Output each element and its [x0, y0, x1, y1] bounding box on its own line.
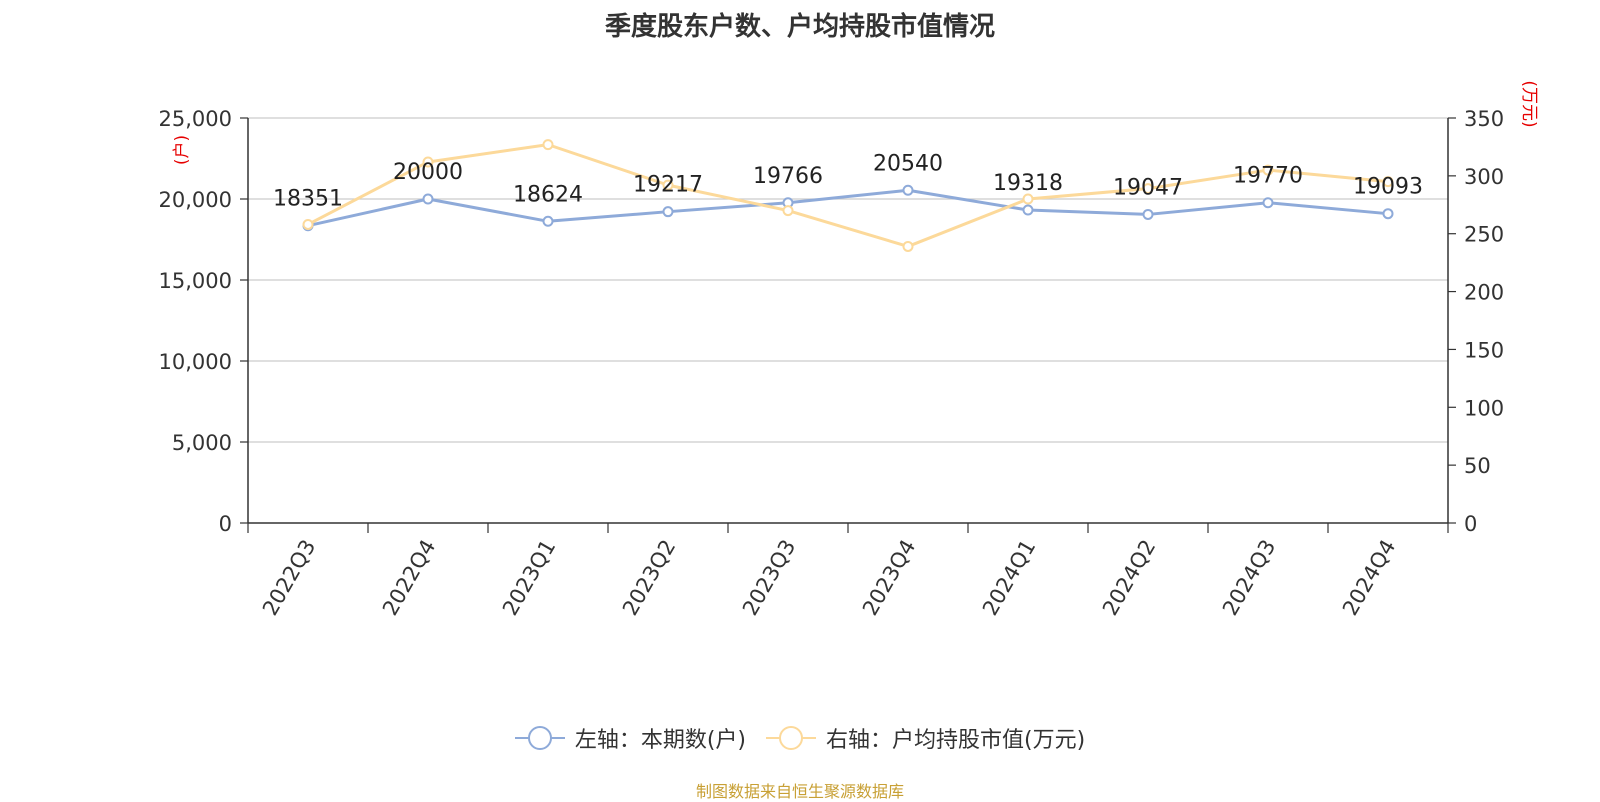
x-axis-tick-label: 2023Q4 [858, 536, 920, 620]
legend-label-avg-value: 右轴：户均持股市值(万元) [826, 728, 1086, 753]
data-point-avg-value [302, 218, 314, 230]
x-axis-tick-label: 2022Q4 [378, 536, 440, 620]
right-axis-tick-label: 300 [1464, 165, 1504, 189]
data-point-households [902, 184, 914, 196]
data-point-households [1382, 208, 1394, 220]
x-axis-tick-label: 2023Q2 [618, 536, 680, 620]
left-axis-unit-label: (户) [172, 135, 192, 165]
legend: 左轴：本期数(户) 右轴：户均持股市值(万元) [0, 722, 1600, 754]
right-axis-tick-label: 200 [1464, 281, 1504, 305]
legend-label-households: 左轴：本期数(户) [574, 728, 746, 753]
data-label: 19047 [1113, 175, 1183, 200]
series [302, 139, 1394, 252]
left-axis-tick-label: 25,000 [159, 107, 232, 131]
data-point-avg-value [1142, 183, 1154, 195]
data-point-avg-value [782, 205, 794, 217]
data-label: 18351 [273, 187, 343, 212]
data-point-avg-value [662, 179, 674, 191]
data-label: 18624 [513, 182, 583, 207]
data-point-households [542, 215, 554, 227]
right-axis-tick-label: 150 [1464, 338, 1504, 362]
right-axis-tick-label: 100 [1464, 396, 1504, 420]
x-axis-tick-label: 2024Q4 [1338, 536, 1400, 620]
legend-marker-avg-value [766, 726, 816, 750]
data-point-avg-value [1022, 193, 1034, 205]
x-axis-tick-label: 2024Q3 [1218, 536, 1280, 620]
right-axis-tick-label: 250 [1464, 223, 1504, 247]
left-axis-tick-label: 5,000 [172, 431, 232, 455]
series-line-households [307, 188, 1389, 228]
data-point-households [1262, 197, 1274, 209]
left-axis-tick-label: 20,000 [159, 188, 232, 212]
x-axis-tick-label: 2024Q1 [978, 536, 1040, 620]
source-note: 制图数据来自恒生聚源数据库 [695, 782, 904, 801]
gridlines [248, 117, 1448, 443]
axes: 0 5,000 10,000 15,000 20,000 25,000 0 50 100 150 2… [159, 80, 1539, 619]
x-axis-tick-label: 2023Q3 [738, 536, 800, 620]
data-point-avg-value [902, 240, 914, 252]
data-point-households [1022, 204, 1034, 216]
right-axis-tick-label: 0 [1464, 512, 1477, 536]
data-point-avg-value [422, 156, 434, 168]
data-point-avg-value [542, 139, 554, 151]
data-label: 19770 [1233, 164, 1303, 189]
legend-item-avg-value[interactable]: 右轴：户均持股市值(万元) [766, 722, 1085, 754]
left-axis-tick-label: 0 [219, 512, 232, 536]
right-axis-unit-label: (万元) [1519, 80, 1539, 127]
legend-marker-households [514, 726, 565, 750]
data-point-households [1142, 208, 1154, 220]
x-axis-tick-label: 2023Q1 [498, 536, 560, 620]
left-axis-tick-label: 10,000 [159, 350, 232, 374]
data-label: 19093 [1353, 175, 1423, 200]
data-label: 20540 [873, 151, 943, 176]
data-point-households [662, 206, 674, 218]
chart-title: 季度股东户数、户均持股市值情况 [604, 12, 995, 42]
data-point-avg-value [1382, 176, 1394, 188]
data-labels: 18351 20000 18624 19217 19766 20540 19318 19047… [273, 151, 1423, 211]
right-axis-tick-label: 350 [1464, 107, 1504, 131]
right-axis-tick-label: 50 [1464, 454, 1491, 478]
x-axis-tick-label: 2022Q3 [258, 536, 320, 620]
data-label: 20000 [393, 160, 463, 185]
data-label: 19318 [993, 171, 1063, 196]
legend-item-households[interactable]: 左轴：本期数(户) [514, 722, 746, 754]
data-point-households [422, 193, 434, 205]
x-axis-tick-label: 2024Q2 [1098, 536, 1160, 620]
data-point-avg-value [1262, 164, 1274, 176]
series-line-avg-value [307, 143, 1389, 248]
left-axis-tick-label: 15,000 [159, 269, 232, 293]
data-label: 19766 [753, 164, 823, 189]
data-label: 19217 [633, 173, 703, 198]
